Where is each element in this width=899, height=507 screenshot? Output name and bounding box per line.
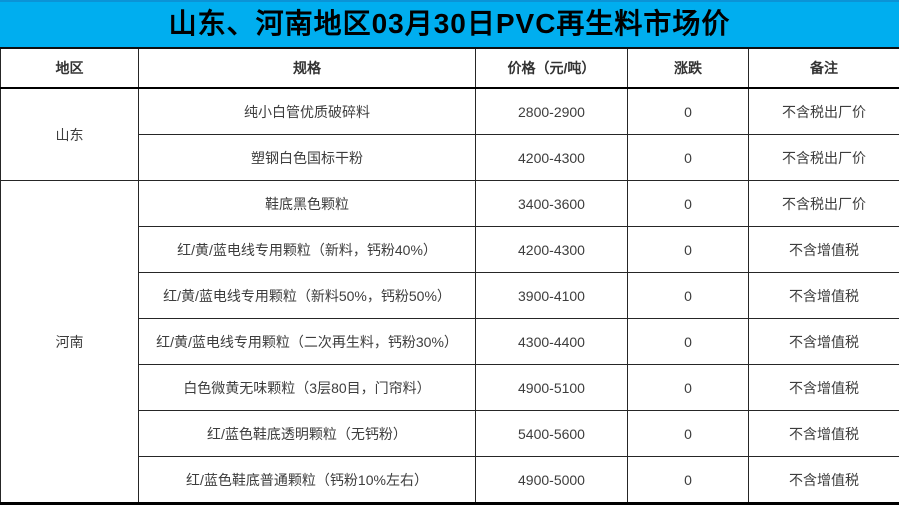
spec-cell: 鞋底黑色颗粒 xyxy=(138,180,476,227)
change-cell: 0 xyxy=(627,318,749,365)
header-row: 地区 规格 价格（元/吨） 涨跌 备注 xyxy=(0,49,899,89)
change-cell: 0 xyxy=(627,226,749,273)
spec-cell: 红/蓝色鞋底透明颗粒（无钙粉） xyxy=(138,410,476,457)
price-cell: 3400-3600 xyxy=(475,180,628,227)
change-cell: 0 xyxy=(627,134,749,181)
spec-cell: 塑钢白色国标干粉 xyxy=(138,134,476,181)
note-cell: 不含增值税 xyxy=(748,410,899,457)
spec-cell: 红/黄/蓝电线专用颗粒（新料50%，钙粉50%） xyxy=(138,272,476,319)
note-cell: 不含增值税 xyxy=(748,272,899,319)
spec-cell: 纯小白管优质破碎料 xyxy=(138,87,476,135)
header-change: 涨跌 xyxy=(627,49,749,89)
table-row: 红/黄/蓝电线专用颗粒（二次再生料，钙粉30%） 4300-4400 0 不含增… xyxy=(1,318,899,365)
price-table: 地区 规格 价格（元/吨） 涨跌 备注 山东 纯小白管优质破碎料 2800-29… xyxy=(0,49,899,505)
note-cell: 不含税出厂价 xyxy=(748,180,899,227)
change-cell: 0 xyxy=(627,272,749,319)
spec-cell: 白色微黄无味颗粒（3层80目，门帘料） xyxy=(138,364,476,411)
table-row: 红/黄/蓝电线专用颗粒（新料，钙粉40%） 4200-4300 0 不含增值税 xyxy=(1,226,899,273)
table-row: 山东 纯小白管优质破碎料 2800-2900 0 不含税出厂价 xyxy=(0,87,899,181)
price-cell: 4200-4300 xyxy=(475,134,628,181)
table-row: 红/蓝色鞋底透明颗粒（无钙粉） 5400-5600 0 不含增值税 xyxy=(1,410,899,457)
table-row: 红/蓝色鞋底普通颗粒（钙粉10%左右） 4900-5000 0 不含增值税 xyxy=(1,456,899,504)
price-cell: 2800-2900 xyxy=(475,87,628,135)
change-cell: 0 xyxy=(627,364,749,411)
header-note: 备注 xyxy=(748,49,899,89)
note-cell: 不含税出厂价 xyxy=(748,87,899,135)
region-cell-henan: 河南 xyxy=(0,180,139,504)
note-cell: 不含增值税 xyxy=(748,318,899,365)
spec-cell: 红/黄/蓝电线专用颗粒（二次再生料，钙粉30%） xyxy=(138,318,476,365)
region-cell-shandong: 山东 xyxy=(0,87,139,181)
note-cell: 不含增值税 xyxy=(748,364,899,411)
header-price: 价格（元/吨） xyxy=(475,49,628,89)
note-cell: 不含税出厂价 xyxy=(748,134,899,181)
price-cell: 4200-4300 xyxy=(475,226,628,273)
table-row: 白色微黄无味颗粒（3层80目，门帘料） 4900-5100 0 不含增值税 xyxy=(1,364,899,411)
title-bar: 山东、河南地区03月30日PVC再生料市场价 xyxy=(0,0,899,49)
price-cell: 4900-5100 xyxy=(475,364,628,411)
note-cell: 不含增值税 xyxy=(748,456,899,504)
price-cell: 3900-4100 xyxy=(475,272,628,319)
price-cell: 4300-4400 xyxy=(475,318,628,365)
price-cell: 5400-5600 xyxy=(475,410,628,457)
table-row: 塑钢白色国标干粉 4200-4300 0 不含税出厂价 xyxy=(1,134,899,181)
price-cell: 4900-5000 xyxy=(475,456,628,504)
table-row: 红/黄/蓝电线专用颗粒（新料50%，钙粉50%） 3900-4100 0 不含增… xyxy=(1,272,899,319)
table-row: 河南 鞋底黑色颗粒 3400-3600 0 不含税出厂价 xyxy=(0,180,899,504)
change-cell: 0 xyxy=(627,87,749,135)
change-cell: 0 xyxy=(627,410,749,457)
spec-cell: 红/蓝色鞋底普通颗粒（钙粉10%左右） xyxy=(138,456,476,504)
note-cell: 不含增值税 xyxy=(748,226,899,273)
header-region: 地区 xyxy=(0,49,139,89)
spec-cell: 红/黄/蓝电线专用颗粒（新料，钙粉40%） xyxy=(138,226,476,273)
change-cell: 0 xyxy=(627,456,749,504)
header-spec: 规格 xyxy=(138,49,476,89)
page-title: 山东、河南地区03月30日PVC再生料市场价 xyxy=(168,7,731,39)
change-cell: 0 xyxy=(627,180,749,227)
